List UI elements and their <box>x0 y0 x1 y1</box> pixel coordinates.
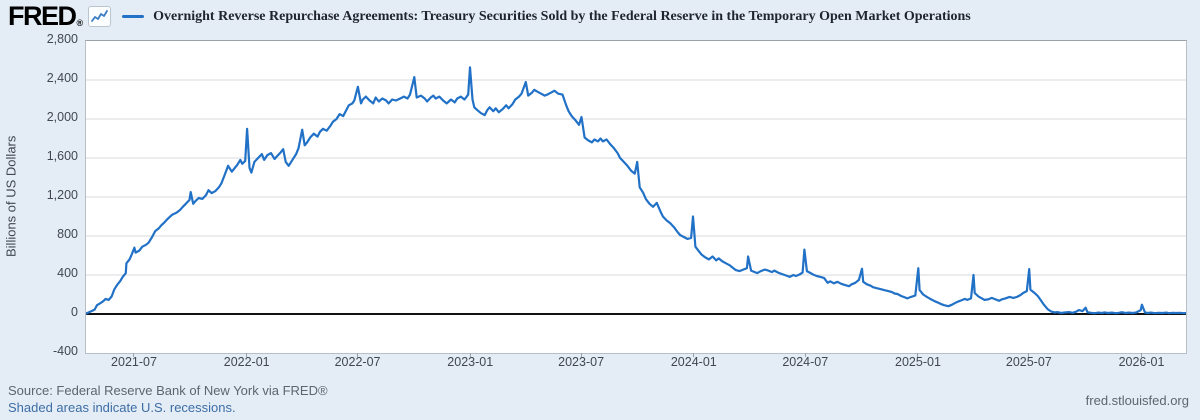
mini-sparkline-icon <box>91 10 109 22</box>
x-tick-mark <box>580 353 582 357</box>
plot-area[interactable] <box>85 40 1187 354</box>
y-tick-label: -400 <box>52 344 78 358</box>
x-tick-mark <box>804 353 806 357</box>
y-tick-label: 0 <box>71 305 78 319</box>
series-line <box>86 66 1186 315</box>
series-legend[interactable]: Overnight Reverse Repurchase Agreements:… <box>122 9 971 25</box>
x-tick-mark <box>1141 353 1142 357</box>
fred-logo-chart-icon <box>88 6 112 27</box>
x-tick-label: 2025-07 <box>1005 355 1052 369</box>
x-tick-label: 2025-01 <box>895 355 941 369</box>
x-tick-label: 2022-07 <box>334 355 381 369</box>
x-tick-mark <box>469 353 471 357</box>
recessions-link[interactable]: Shaded areas indicate U.S. recessions. <box>8 400 236 415</box>
x-tick-label: 2022-01 <box>223 355 270 369</box>
source-note: Source: Federal Reserve Bank of New York… <box>8 382 328 398</box>
fred-logo-text: FRED <box>8 1 77 31</box>
footer-bar: Source: Federal Reserve Bank of New York… <box>8 383 1189 417</box>
x-tick-mark <box>1028 353 1030 357</box>
chart-canvas <box>86 66 1186 315</box>
x-tick-mark <box>133 353 135 357</box>
y-tick-label: 1,200 <box>46 188 78 202</box>
y-tick-label: 2,800 <box>46 32 78 46</box>
x-tick-mark <box>357 353 359 357</box>
x-tick-mark <box>693 353 695 357</box>
x-tick-label: 2021-07 <box>111 355 157 369</box>
series-title: Overnight Reverse Repurchase Agreements:… <box>153 8 971 24</box>
x-tick-mark <box>246 353 248 357</box>
registered-mark: ® <box>76 17 84 28</box>
x-tick-label: 2024-01 <box>670 355 717 369</box>
x-tick-label: 2023-07 <box>558 355 605 369</box>
x-tick-label: 2026-01 <box>1118 355 1165 369</box>
y-tick-label: 1,600 <box>46 149 78 163</box>
x-tick-mark <box>917 353 919 357</box>
x-tick-label: 2024-07 <box>782 355 829 369</box>
y-tick-label: 800 <box>57 227 78 241</box>
header-bar: FRED ® Overnight Reverse Repurchase Agree… <box>0 0 1200 33</box>
y-tick-label: 2,000 <box>46 110 78 124</box>
y-tick-label: 400 <box>57 266 78 280</box>
x-tick-label: 2023-01 <box>447 355 494 369</box>
fred-logo[interactable]: FRED ® <box>8 3 83 30</box>
legend-line-swatch <box>122 15 145 18</box>
site-link[interactable]: fred.stlouisfed.org <box>1085 393 1189 408</box>
y-tick-label: 2,400 <box>46 71 78 85</box>
footer-notes: Source: Federal Reserve Bank of New York… <box>8 383 328 417</box>
